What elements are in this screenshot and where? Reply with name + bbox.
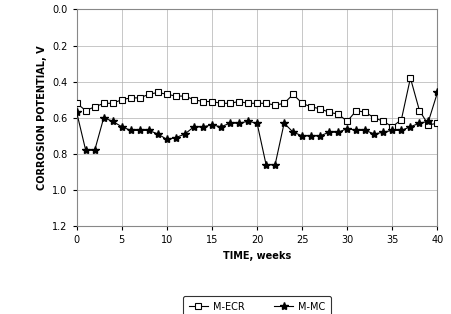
M-ECR: [435, 121, 440, 125]
M-MC: [83, 148, 88, 152]
M-MC: [146, 128, 152, 132]
M-MC: [236, 121, 242, 125]
M-MC: [92, 148, 97, 152]
M-MC: [435, 90, 440, 94]
M-MC: [227, 121, 233, 125]
M-ECR: [101, 101, 106, 105]
M-MC: [173, 136, 179, 139]
M-ECR: [336, 112, 341, 116]
M-ECR: [110, 101, 115, 105]
M-MC: [263, 163, 269, 166]
M-ECR: [390, 125, 395, 129]
M-ECR: [399, 118, 404, 122]
M-MC: [191, 125, 197, 129]
M-MC: [110, 119, 115, 123]
M-MC: [164, 138, 170, 141]
M-MC: [336, 130, 341, 134]
M-ECR: [182, 94, 188, 98]
Line: M-MC: M-MC: [73, 88, 442, 169]
M-MC: [408, 125, 413, 129]
M-MC: [399, 128, 404, 132]
M-ECR: [128, 96, 133, 100]
M-MC: [390, 128, 395, 132]
M-ECR: [173, 94, 179, 98]
M-ECR: [92, 105, 97, 109]
M-MC: [119, 125, 124, 129]
M-MC: [381, 130, 386, 134]
M-ECR: [408, 76, 413, 80]
M-MC: [128, 128, 133, 132]
M-ECR: [236, 100, 242, 103]
M-MC: [299, 134, 305, 138]
M-ECR: [363, 111, 368, 114]
M-ECR: [263, 101, 269, 105]
M-MC: [101, 116, 106, 120]
M-ECR: [245, 101, 251, 105]
M-MC: [218, 125, 224, 129]
M-ECR: [164, 92, 170, 96]
M-MC: [417, 121, 422, 125]
M-MC: [137, 128, 143, 132]
M-MC: [327, 130, 332, 134]
M-ECR: [74, 101, 79, 105]
M-ECR: [218, 101, 224, 105]
M-MC: [363, 128, 368, 132]
M-ECR: [254, 101, 260, 105]
M-ECR: [137, 96, 143, 100]
M-MC: [318, 134, 323, 138]
M-ECR: [209, 100, 215, 103]
M-ECR: [327, 111, 332, 114]
M-MC: [254, 121, 260, 125]
Y-axis label: CORROSION POTENTIAL, V: CORROSION POTENTIAL, V: [37, 46, 47, 190]
M-ECR: [272, 103, 278, 107]
M-MC: [308, 134, 314, 138]
M-ECR: [281, 101, 287, 105]
M-MC: [209, 123, 215, 127]
M-ECR: [146, 92, 152, 96]
M-ECR: [155, 90, 161, 94]
M-ECR: [200, 100, 206, 103]
M-ECR: [345, 119, 350, 123]
M-MC: [155, 132, 161, 136]
Line: M-ECR: M-ECR: [74, 75, 440, 130]
M-ECR: [83, 109, 88, 112]
M-ECR: [426, 123, 431, 127]
M-ECR: [290, 92, 296, 96]
M-ECR: [417, 109, 422, 112]
M-MC: [290, 130, 296, 134]
Legend: M-ECR, M-MC: M-ECR, M-MC: [183, 296, 331, 314]
M-MC: [354, 128, 359, 132]
M-ECR: [308, 105, 314, 109]
M-MC: [281, 121, 287, 125]
M-ECR: [354, 109, 359, 112]
M-ECR: [191, 98, 197, 101]
M-ECR: [227, 101, 233, 105]
M-MC: [426, 119, 431, 123]
M-MC: [272, 163, 278, 166]
M-ECR: [318, 107, 323, 111]
M-ECR: [372, 116, 377, 120]
M-MC: [200, 125, 206, 129]
M-MC: [74, 111, 79, 114]
M-ECR: [299, 101, 305, 105]
M-MC: [345, 127, 350, 131]
M-MC: [182, 132, 188, 136]
X-axis label: TIME, weeks: TIME, weeks: [223, 251, 291, 261]
M-MC: [245, 119, 251, 123]
M-MC: [372, 132, 377, 136]
M-ECR: [119, 98, 124, 101]
M-ECR: [381, 119, 386, 123]
